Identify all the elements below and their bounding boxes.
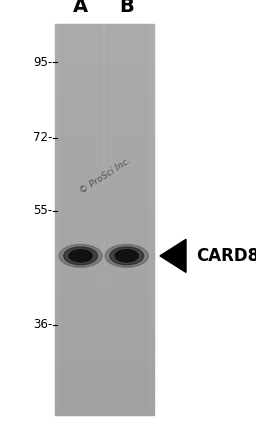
Bar <box>55 102 154 107</box>
Bar <box>55 141 154 146</box>
Text: 95-: 95- <box>33 56 52 69</box>
Bar <box>55 190 154 195</box>
Bar <box>55 366 154 371</box>
Bar <box>55 24 154 28</box>
Bar <box>55 249 154 254</box>
Bar <box>55 195 154 200</box>
Bar <box>106 24 147 415</box>
Bar <box>60 24 101 415</box>
Bar <box>55 38 154 43</box>
Bar <box>55 283 154 288</box>
Bar <box>55 278 154 283</box>
Bar <box>55 386 154 390</box>
Bar <box>55 322 154 327</box>
Bar <box>55 34 154 38</box>
Bar <box>55 166 154 170</box>
Bar <box>55 175 154 180</box>
Bar <box>55 263 154 268</box>
Text: © ProSci Inc.: © ProSci Inc. <box>78 157 132 196</box>
Bar <box>55 268 154 273</box>
Bar <box>55 73 154 77</box>
Bar <box>55 307 154 312</box>
Bar <box>55 273 154 278</box>
Bar <box>55 112 154 117</box>
Bar <box>55 92 154 97</box>
Bar <box>55 361 154 366</box>
Bar <box>55 327 154 332</box>
Bar <box>55 209 154 215</box>
Ellipse shape <box>64 247 98 265</box>
Bar <box>55 293 154 298</box>
Bar <box>55 180 154 185</box>
Bar <box>55 87 154 92</box>
Bar <box>55 254 154 258</box>
Bar <box>55 146 154 151</box>
Bar <box>55 151 154 156</box>
Bar <box>55 337 154 341</box>
Bar <box>55 28 154 34</box>
Bar <box>55 156 154 161</box>
Bar <box>55 302 154 307</box>
Ellipse shape <box>59 244 102 267</box>
Text: A: A <box>73 0 88 16</box>
Bar <box>55 239 154 244</box>
Bar <box>55 332 154 337</box>
Bar <box>55 107 154 112</box>
Bar <box>55 219 154 224</box>
Ellipse shape <box>69 250 92 262</box>
Bar <box>55 234 154 239</box>
Bar <box>55 205 154 209</box>
Bar <box>55 43 154 48</box>
Bar <box>55 410 154 415</box>
Bar <box>55 288 154 293</box>
Bar <box>55 83 154 87</box>
Bar <box>55 68 154 73</box>
Text: CARD8: CARD8 <box>196 247 256 265</box>
Bar <box>55 126 154 131</box>
Bar <box>55 400 154 405</box>
Bar <box>55 376 154 381</box>
Bar <box>55 136 154 141</box>
Text: 55-: 55- <box>33 204 52 217</box>
Bar <box>55 200 154 205</box>
Bar <box>55 381 154 386</box>
Bar <box>55 298 154 302</box>
Bar <box>55 229 154 234</box>
Text: B: B <box>119 0 134 16</box>
Bar <box>55 347 154 351</box>
Bar <box>55 131 154 136</box>
Ellipse shape <box>115 250 138 262</box>
Polygon shape <box>160 239 186 273</box>
Bar <box>55 215 154 219</box>
Text: 72-: 72- <box>33 131 52 144</box>
Bar <box>55 53 154 58</box>
Bar <box>55 258 154 263</box>
Bar <box>55 317 154 322</box>
Bar <box>55 312 154 317</box>
Bar <box>55 170 154 175</box>
Bar <box>55 63 154 68</box>
Bar <box>55 117 154 122</box>
Bar <box>55 58 154 63</box>
Bar <box>55 356 154 361</box>
Bar <box>55 161 154 166</box>
Bar <box>55 185 154 190</box>
Bar <box>55 371 154 376</box>
Bar <box>55 390 154 396</box>
Text: 36-: 36- <box>33 318 52 331</box>
Bar <box>55 244 154 249</box>
Ellipse shape <box>105 244 148 267</box>
Bar <box>55 97 154 102</box>
Bar <box>55 405 154 410</box>
Bar <box>55 351 154 356</box>
Bar <box>55 341 154 347</box>
Bar <box>55 48 154 53</box>
Bar <box>55 224 154 229</box>
Ellipse shape <box>110 247 144 265</box>
Bar <box>55 396 154 400</box>
Bar <box>55 122 154 126</box>
Bar <box>55 77 154 83</box>
